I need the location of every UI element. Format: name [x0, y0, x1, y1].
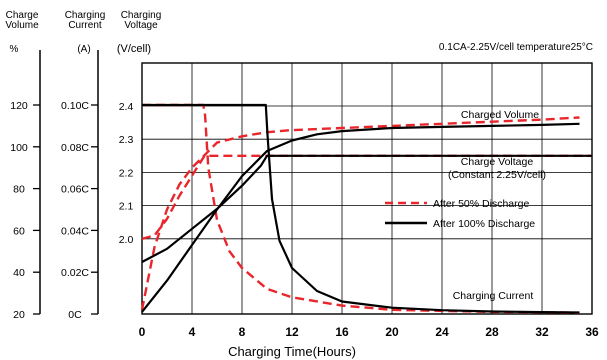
charge-voltage-constant-label: (Constant 2.25V/cell) [448, 169, 546, 181]
current-axis: 0.10C 0.08C 0.06C 0.04C 0.02C 0C [61, 100, 98, 321]
volume-axis-tick-label: 20 [13, 309, 25, 321]
discharge-50-volume-curve [140, 116, 580, 311]
charging-current-curve-label: Charging Current [453, 290, 534, 302]
volume-axis-tick-label: 80 [13, 184, 25, 196]
current-axis-tick-label: 0.04C [61, 225, 89, 237]
voltage-axis-header-line1: Charging [121, 10, 162, 21]
current-axis-tick-label: 0.10C [61, 100, 89, 112]
volume-axis-tick-label: 40 [13, 267, 25, 279]
voltage-axis-tick-label: 2.0 [119, 234, 134, 246]
current-axis-tick-label: 0C [68, 309, 82, 321]
current-axis-unit: (A) [77, 44, 90, 55]
legend-label-50-discharge: After 50% Discharge [433, 198, 529, 210]
voltage-axis-tick-label: 2.2 [119, 167, 134, 179]
chart-grid [141, 62, 593, 315]
discharge-50-voltage-curve [141, 154, 592, 240]
discharge-50-current-curve [142, 103, 580, 314]
voltage-axis-unit: (V/cell) [117, 43, 151, 55]
discharge-100-volume-curve [141, 122, 580, 313]
x-tick-label: 28 [485, 325, 499, 339]
charged-volume-curve-label: Charged Volume [461, 109, 539, 121]
voltage-axis-tick-label: 2.4 [119, 101, 134, 113]
x-tick-label: 4 [189, 325, 196, 339]
current-axis-header-line2: Current [68, 20, 102, 31]
x-tick-label: 16 [335, 325, 349, 339]
x-tick-label: 12 [285, 325, 299, 339]
volume-axis: 120 100 80 60 40 20 [10, 100, 40, 321]
x-tick-label: 20 [385, 325, 399, 339]
charge-voltage-curve-label: Charge Voltage [461, 156, 534, 168]
plot-frame [141, 62, 593, 315]
volume-axis-tick-label: 60 [13, 225, 25, 237]
current-axis-tick-label: 0.06C [61, 184, 89, 196]
volume-axis-header-line2: Volume [5, 20, 39, 31]
volume-axis-unit: % [10, 44, 19, 55]
discharge-100-current-curve [142, 103, 580, 314]
current-axis-tick-label: 0.08C [61, 142, 89, 154]
x-axis-ticks: 0 4 8 12 16 20 24 28 32 36 [139, 325, 599, 339]
voltage-axis-tick-label: 2.1 [119, 201, 134, 213]
discharge-100-voltage-curve [141, 154, 592, 263]
volume-axis-header-line1: Charge [6, 10, 39, 21]
voltage-axis: 2.4 2.3 2.2 2.1 2.0 [119, 101, 134, 246]
x-tick-label: 36 [585, 325, 599, 339]
chart-series [140, 103, 592, 314]
x-tick-label: 32 [535, 325, 549, 339]
volume-axis-tick-label: 100 [10, 142, 28, 154]
x-tick-label: 0 [139, 325, 146, 339]
current-axis-header-line1: Charging [65, 10, 106, 21]
volume-axis-tick-label: 120 [10, 100, 28, 112]
x-tick-label: 24 [435, 325, 449, 339]
legend-label-100-discharge: After 100% Discharge [433, 218, 535, 230]
voltage-axis-header-line2: Voltage [124, 20, 158, 31]
x-axis-title: Charging Time(Hours) [228, 344, 356, 359]
test-conditions-note: 0.1CA-2.25V/cell temperature25°C [439, 42, 593, 53]
voltage-axis-tick-label: 2.3 [119, 134, 134, 146]
x-tick-label: 8 [239, 325, 246, 339]
current-axis-tick-label: 0.02C [61, 267, 89, 279]
